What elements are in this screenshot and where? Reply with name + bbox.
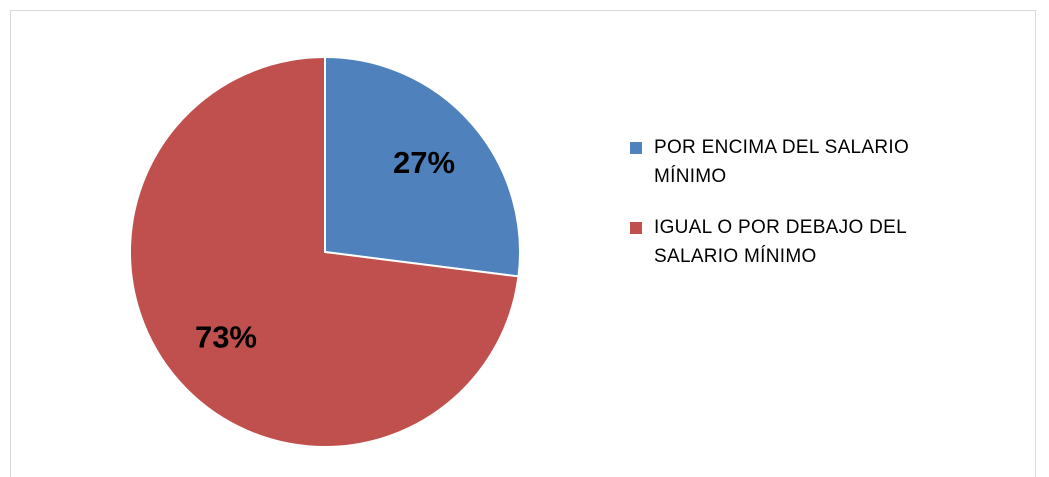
pie-slice — [324, 55, 521, 278]
legend-label: IGUAL O POR DEBAJO DEL SALARIO MÍNIMO — [654, 217, 907, 267]
legend-item: IGUAL O POR DEBAJO DEL SALARIO MÍNIMO — [630, 213, 960, 271]
legend-label: POR ENCIMA DEL SALARIO MÍNIMO — [654, 137, 910, 187]
pie-slice — [129, 55, 520, 448]
legend-swatch — [630, 142, 642, 154]
legend-item: POR ENCIMA DEL SALARIO MÍNIMO — [630, 133, 960, 191]
legend: POR ENCIMA DEL SALARIO MÍNIMO IGUAL O POR… — [630, 133, 960, 293]
chart-frame — [10, 10, 1036, 477]
legend-swatch — [630, 222, 642, 234]
data-label: 27% — [393, 145, 455, 180]
data-label: 73% — [195, 319, 257, 354]
